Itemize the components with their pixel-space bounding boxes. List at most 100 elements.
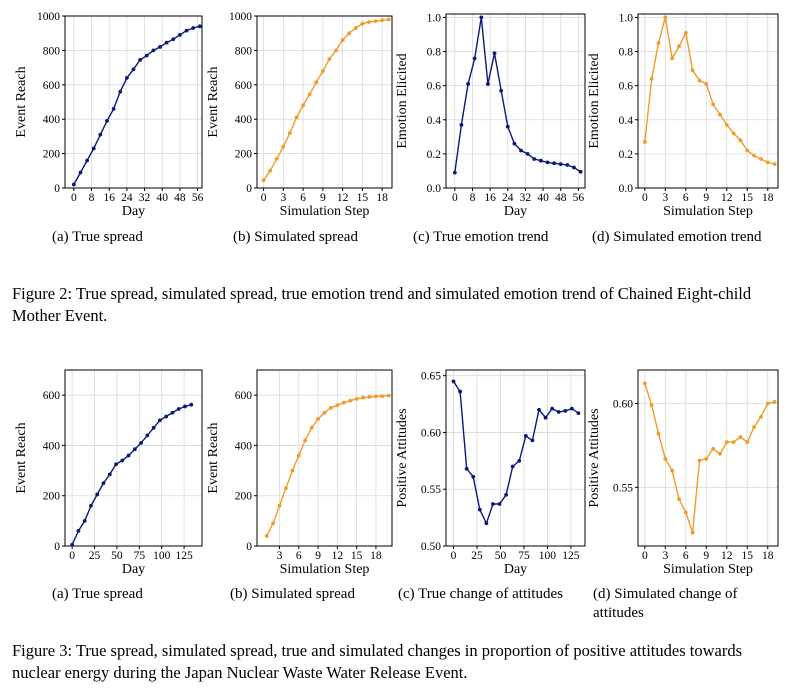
plot-frame xyxy=(445,13,586,189)
data-point xyxy=(765,401,770,406)
data-point xyxy=(91,146,96,151)
chart-fig2-a: 0 8 16 24 32 40 48 5602004006008001000DayEvent … xyxy=(14,11,204,219)
y-tick-label: 0.60 xyxy=(613,399,633,411)
data-point xyxy=(131,67,136,72)
data-point xyxy=(642,140,647,144)
data-point xyxy=(197,24,202,29)
y-axis-label: Positive Attitudes xyxy=(395,408,410,507)
x-tick-label: 15 xyxy=(351,550,363,562)
data-point xyxy=(164,40,169,45)
x-tick-label: 18 xyxy=(762,550,774,562)
data-point xyxy=(327,57,332,61)
data-point xyxy=(569,406,574,411)
y-tick-label: 0.8 xyxy=(427,47,442,59)
x-tick-label: 15 xyxy=(357,192,369,204)
data-point xyxy=(572,165,576,170)
x-tick-label: 32 xyxy=(139,192,151,204)
x-axis-label: Day xyxy=(122,562,145,577)
x-tick-label: 24 xyxy=(502,192,514,204)
y-tick-label: 0.0 xyxy=(619,183,634,195)
x-tick-label: 12 xyxy=(721,192,733,204)
data-point xyxy=(294,115,299,120)
data-point xyxy=(738,435,743,439)
y-tick-label: 400 xyxy=(43,440,61,452)
y-axis-label: Emotion Elicited xyxy=(395,53,410,148)
y-tick-label: 0.4 xyxy=(619,115,634,127)
x-axis-label: Simulation Step xyxy=(280,204,370,219)
data-point xyxy=(538,158,543,163)
data-point xyxy=(89,503,93,508)
data-point xyxy=(711,102,716,107)
data-point xyxy=(316,417,320,421)
data-point xyxy=(290,468,295,473)
data-point xyxy=(704,456,709,461)
data-point xyxy=(649,403,654,408)
data-point xyxy=(663,15,668,20)
y-tick-label: 0.60 xyxy=(421,427,441,439)
data-point xyxy=(452,170,457,175)
data-point xyxy=(718,112,722,117)
y-tick-label: 200 xyxy=(43,491,61,503)
data-point xyxy=(565,163,570,167)
x-tick-label: 0 xyxy=(71,192,77,204)
data-point xyxy=(367,20,371,24)
y-tick-label: 0.0 xyxy=(427,183,442,195)
y-tick-label: 400 xyxy=(235,440,253,452)
data-point xyxy=(731,131,736,136)
x-tick-label: 100 xyxy=(539,550,557,562)
data-point xyxy=(335,403,340,408)
data-point xyxy=(523,433,528,438)
data-point xyxy=(296,453,301,458)
y-tick-label: 400 xyxy=(43,114,61,126)
data-point xyxy=(101,481,106,486)
data-point xyxy=(537,407,541,412)
x-tick-label: 48 xyxy=(555,192,567,204)
data-point xyxy=(120,458,125,463)
data-point xyxy=(374,394,378,399)
x-tick-label: 12 xyxy=(332,550,344,562)
figure-2-caption: Figure 2: True spread, simulated spread,… xyxy=(12,284,752,325)
x-tick-label: 3 xyxy=(277,550,283,562)
data-point xyxy=(145,433,150,438)
series-line xyxy=(644,383,775,533)
data-point xyxy=(670,468,675,473)
data-point xyxy=(347,31,352,36)
x-tick-label: 40 xyxy=(156,192,168,204)
data-point xyxy=(458,389,462,394)
x-tick-label: 12 xyxy=(337,192,349,204)
data-point xyxy=(759,157,763,161)
subcaption-fig3-b: (b) Simulated spread xyxy=(230,586,355,602)
data-point xyxy=(663,456,668,461)
y-tick-label: 0.2 xyxy=(427,149,442,161)
x-axis-label: Day xyxy=(122,204,145,219)
x-tick-label: 50 xyxy=(111,550,123,562)
y-axis-label: Event Reach xyxy=(14,422,29,493)
data-point xyxy=(543,415,548,420)
subcaption-fig3-d: (d) Simulated change of attitudes xyxy=(593,586,738,621)
data-point xyxy=(477,507,482,512)
data-point xyxy=(367,395,372,399)
data-point xyxy=(517,458,522,463)
x-tick-label: 50 xyxy=(495,550,507,562)
data-point xyxy=(718,451,722,456)
data-point xyxy=(451,379,456,384)
y-tick-label: 0 xyxy=(54,541,60,553)
data-point xyxy=(576,411,581,416)
data-point xyxy=(466,82,470,86)
data-point xyxy=(353,26,358,30)
x-tick-label: 9 xyxy=(320,192,326,204)
chart-fig3-a: 0 25 50 75 100 125 0 200 400 600 Day Event Reach xyxy=(14,369,203,577)
data-point xyxy=(505,124,510,129)
data-point xyxy=(486,82,490,86)
y-tick-label: 200 xyxy=(235,491,253,503)
x-tick-label: 25 xyxy=(471,550,483,562)
x-tick-label: 15 xyxy=(742,550,754,562)
y-tick-label: 0.8 xyxy=(619,47,634,59)
y-tick-label: 0.6 xyxy=(619,81,634,93)
data-point xyxy=(724,440,729,444)
data-point xyxy=(151,425,156,430)
data-point xyxy=(697,78,702,83)
data-point xyxy=(126,453,131,458)
subcaption-fig2-b: (b) Simulated spread xyxy=(233,229,358,245)
